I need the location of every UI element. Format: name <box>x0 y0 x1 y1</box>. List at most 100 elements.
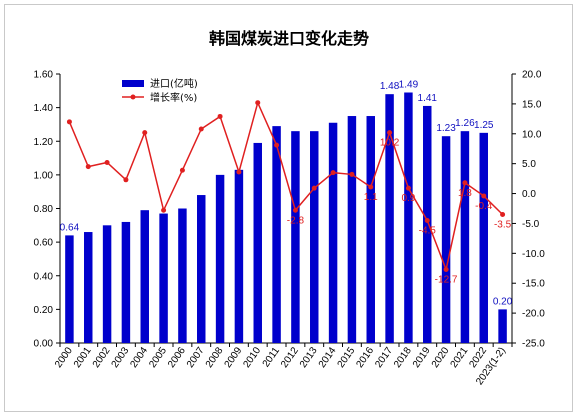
bar-data-label: 0.20 <box>493 296 513 307</box>
bar-data-label: 0.64 <box>60 222 80 233</box>
y-right-tick-label: -15.0 <box>522 279 545 290</box>
bar <box>291 131 300 343</box>
line-marker <box>405 185 411 191</box>
y-right-tick-label: 10.0 <box>522 129 542 140</box>
bar <box>178 208 187 343</box>
y-left-tick-label: 1.20 <box>34 137 54 148</box>
bar <box>347 116 357 343</box>
line-marker <box>198 126 204 132</box>
line-data-label: -4.5 <box>419 225 437 236</box>
bar-data-label: 1.48 <box>380 81 400 92</box>
bar-data-label: 1.26 <box>455 118 475 129</box>
line-data-label: -0.4 <box>475 201 493 212</box>
x-tick-label: 2020 <box>430 345 452 370</box>
bar <box>460 131 470 343</box>
line-marker <box>123 177 129 183</box>
x-tick-label: 2003 <box>110 345 132 370</box>
y-right-tick-label: 15.0 <box>522 99 542 110</box>
line-marker <box>255 100 261 106</box>
y-right-tick-label: -5.0 <box>522 219 540 230</box>
y-left-tick-label: 1.60 <box>34 70 54 81</box>
x-tick-label: 2018 <box>392 345 414 370</box>
bar-data-label: 1.23 <box>436 123 456 134</box>
bar <box>159 213 168 343</box>
bar <box>197 195 206 343</box>
y-right-tick-label: 5.0 <box>522 159 536 170</box>
bar <box>498 309 507 343</box>
x-tick-label: 2006 <box>166 345 188 370</box>
line-data-label: 0.9 <box>401 193 415 204</box>
y-left-tick-label: 1.00 <box>34 170 54 181</box>
x-tick-label: 2009 <box>223 345 245 370</box>
line-marker <box>424 217 430 223</box>
bar <box>404 92 413 344</box>
x-tick-label: 2012 <box>279 345 301 370</box>
y-left-tick-label: 0.80 <box>34 204 54 215</box>
legend-swatch-bar <box>122 80 144 87</box>
line-marker <box>217 113 223 119</box>
bar <box>102 225 112 343</box>
line-marker <box>387 130 393 136</box>
bar-data-label: 1.41 <box>418 93 438 104</box>
y-right-tick-label: -25.0 <box>522 339 545 350</box>
line-marker <box>236 169 242 175</box>
y-left-tick-label: 0.00 <box>34 339 54 350</box>
line-marker <box>443 266 449 272</box>
x-tick-label: 2014 <box>317 345 339 370</box>
bars-group <box>65 92 507 344</box>
chart-frame <box>4 4 573 412</box>
x-tick-label: 2013 <box>298 345 320 370</box>
line-marker <box>161 207 167 213</box>
bar <box>234 169 244 343</box>
bar <box>272 126 281 344</box>
x-tick-label: 2010 <box>241 345 263 370</box>
x-tick-label: 2016 <box>354 345 376 370</box>
line-marker <box>104 159 110 165</box>
y-right-tick-label: 0.0 <box>522 189 536 200</box>
x-tick-label: 2021 <box>449 345 471 370</box>
bar <box>423 105 432 343</box>
x-tick-label: 2001 <box>72 345 94 370</box>
line-marker <box>368 184 374 190</box>
x-tick-label: 2015 <box>336 345 358 370</box>
bar <box>121 221 131 343</box>
bar <box>215 174 225 343</box>
bar <box>328 122 338 343</box>
line-data-label: -2.8 <box>287 215 305 226</box>
bar <box>310 131 319 343</box>
x-tick-label: 2019 <box>411 345 433 370</box>
x-tick-label: 2008 <box>204 345 226 370</box>
line-marker <box>500 211 506 217</box>
legend-label-line: 增长率(%) <box>150 91 197 104</box>
x-tick-label: 2011 <box>261 345 283 369</box>
bar-data-label: 1.49 <box>399 79 419 90</box>
bar <box>385 94 394 343</box>
y-right-tick-label: -20.0 <box>522 309 545 320</box>
line-data-label: 1.1 <box>364 192 378 203</box>
line-data-label: 1.8 <box>458 188 472 199</box>
growth-line <box>68 100 504 273</box>
line-data-label: 10.2 <box>380 138 400 149</box>
chart-title: 韩国煤炭进口变化走势 <box>209 29 369 48</box>
line-marker <box>462 180 468 186</box>
line-data-label: -3.5 <box>494 219 512 230</box>
y-left-tick-label: 1.40 <box>34 103 54 114</box>
y-left-tick-label: 0.60 <box>34 238 54 249</box>
y-left-tick-label: 0.20 <box>34 305 54 316</box>
bar <box>84 232 93 343</box>
bar-data-label: 1.25 <box>474 120 494 131</box>
line-marker <box>330 170 336 176</box>
line-marker <box>142 130 148 136</box>
x-tick-label: 2002 <box>91 345 113 370</box>
bar <box>441 136 451 343</box>
line-marker <box>349 171 355 177</box>
bar <box>65 235 74 343</box>
legend: 进口(亿吨) 增长率(%) <box>122 77 198 104</box>
line-marker <box>481 193 487 199</box>
x-tick-label: 2017 <box>373 345 395 370</box>
x-tick-label: 2007 <box>185 345 207 370</box>
x-tick-label: 2000 <box>53 345 75 370</box>
x-tick-label: 2004 <box>128 345 150 370</box>
y-right-tick-label: 20.0 <box>522 70 542 81</box>
